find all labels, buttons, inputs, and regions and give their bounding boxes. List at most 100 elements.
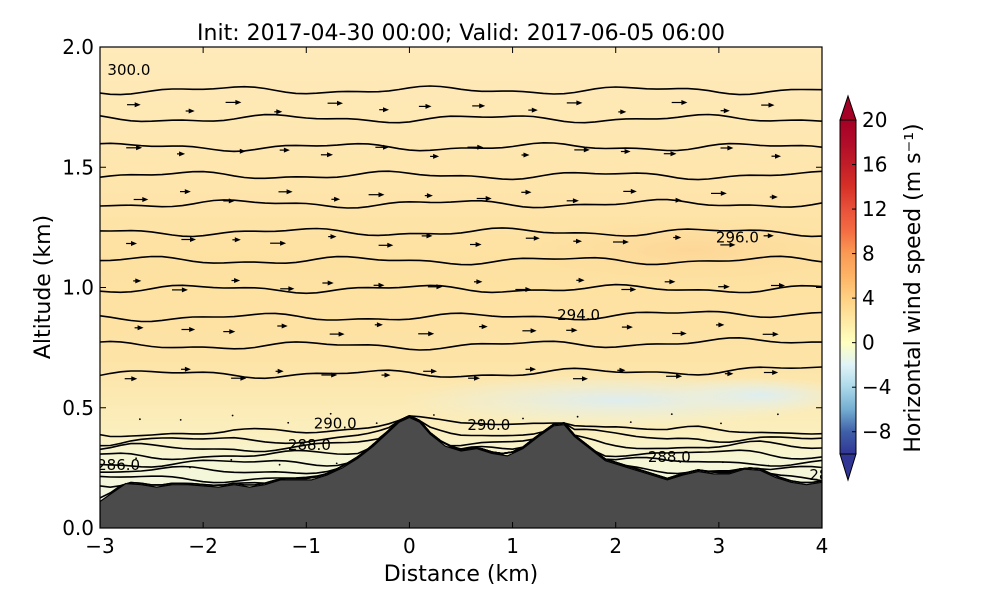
- isentrope-line: [100, 415, 822, 438]
- wind-vector: [279, 147, 290, 153]
- wind-vector: [666, 373, 683, 379]
- wind-vector: [231, 414, 234, 417]
- terrain-profile: [100, 416, 822, 528]
- x-tick-label: 0: [403, 534, 416, 558]
- potential-temperature-contours: [100, 85, 822, 499]
- wind-vector: [479, 324, 488, 330]
- wind-vector: [670, 413, 673, 415]
- wind-vector: [223, 198, 235, 204]
- wind-vector: [427, 284, 443, 290]
- wind-vector: [223, 329, 236, 335]
- wind-vector: [522, 417, 524, 420]
- wind-vector: [379, 107, 389, 113]
- wind-vector: [321, 372, 338, 378]
- colorbar-tick-label: 16: [862, 153, 887, 177]
- wind-vector: [185, 108, 195, 114]
- wind-vector: [278, 463, 281, 466]
- colorbar-min-extension: [839, 453, 857, 482]
- wind-vector: [476, 196, 492, 201]
- wind-vector: [720, 108, 730, 114]
- colorbar-tick-label: 20: [862, 108, 887, 132]
- contour-label: 290.0: [314, 414, 357, 432]
- isentrope-line: [100, 170, 822, 181]
- wind-vector: [430, 153, 440, 159]
- wind-vector: [672, 197, 682, 203]
- x-tick-label: 1: [506, 534, 519, 558]
- contour-labels: 300.0 296.0 294.0 290.0 290.0 288.0 288.0 286.0…: [100, 61, 822, 484]
- wind-vector: [720, 145, 734, 151]
- wind-vector: [629, 421, 632, 423]
- wind-vector: [331, 196, 341, 202]
- wind-vector: [618, 109, 627, 115]
- wind-vector: [663, 151, 677, 157]
- wind-vector: [771, 283, 785, 288]
- wind-vector: [181, 366, 191, 372]
- wind-vector: [375, 422, 378, 424]
- wind-vector: [278, 189, 293, 195]
- isentrope-line: [100, 283, 822, 295]
- wind-vector: [433, 414, 435, 416]
- contour-label: 296.0: [716, 229, 759, 247]
- wind-vector: [374, 322, 383, 328]
- plot-area: 300.0 296.0 294.0 290.0 290.0 288.0 288.0 286.0…: [100, 47, 822, 528]
- wind-vector: [711, 190, 727, 196]
- isentrope-line: [100, 336, 822, 351]
- wind-vector: [664, 279, 676, 285]
- wind-vector: [621, 324, 633, 330]
- isentrope-line: [100, 415, 822, 447]
- colorbar-ticks: 20 16 12 8 4 0 −4 −8: [852, 108, 891, 444]
- wind-vector: [418, 331, 435, 337]
- wind-vector: [724, 371, 734, 377]
- contour-label: 290.0: [467, 416, 510, 434]
- wind-vector: [329, 331, 345, 337]
- isentrope-line: [100, 310, 822, 323]
- isentrope-line: [100, 255, 822, 266]
- contour-label: 294.0: [557, 306, 600, 324]
- chart-title: Init: 2017-04-30 00:00; Valid: 2017-06-0…: [197, 21, 725, 46]
- wind-vector: [720, 422, 722, 425]
- wind-vector: [277, 323, 288, 329]
- isentrope-line: [100, 198, 822, 209]
- y-tick-label: 0.0: [62, 516, 94, 540]
- wind-vector: [525, 235, 540, 241]
- wind-vector: [126, 241, 137, 246]
- colorbar-tick-label: −4: [862, 375, 891, 399]
- wind-vector: [767, 464, 770, 467]
- wind-vector: [126, 145, 143, 151]
- wind-vector: [368, 192, 385, 198]
- wind-vector: [172, 287, 188, 293]
- wind-vector: [521, 152, 530, 158]
- isentrope-line: [100, 366, 822, 380]
- wind-vector: [180, 189, 191, 195]
- isentrope-line: [100, 415, 822, 499]
- wind-vector: [335, 462, 338, 465]
- wind-vector: [722, 461, 724, 464]
- x-tick-label: −3: [85, 534, 114, 558]
- colorbar-tick-label: 4: [862, 286, 875, 310]
- x-tick-label: 4: [816, 534, 829, 558]
- colorbar-tick-label: 0: [862, 331, 875, 355]
- wind-vector: [270, 240, 287, 246]
- wind-vector: [522, 328, 537, 334]
- wind-vector: [231, 278, 241, 283]
- wind-vector: [573, 238, 582, 244]
- x-axis-label: Distance (km): [384, 562, 539, 587]
- isentrope-line: [100, 415, 822, 453]
- wind-vector: [515, 287, 532, 292]
- wind-vector: [189, 466, 191, 469]
- wind-vector: [718, 284, 730, 290]
- wind-vector: [763, 233, 774, 239]
- wind-vector: [470, 242, 482, 247]
- wind-vector: [181, 237, 196, 242]
- y-tick-label: 1.0: [62, 276, 94, 300]
- wind-vector: [134, 325, 144, 331]
- wind-vector: [230, 148, 246, 154]
- wind-vector: [320, 152, 333, 158]
- wind-vector: [762, 331, 779, 337]
- colorbar-tick-label: −8: [862, 420, 891, 444]
- wind-vector: [329, 412, 332, 415]
- cool-wind-region-2: [670, 377, 822, 413]
- colorbar: 20 16 12 8 4 0 −4 −8 Horizontal wind speed (m s…: [839, 94, 926, 482]
- x-tick-label: −2: [188, 534, 217, 558]
- wind-vector: [287, 421, 290, 424]
